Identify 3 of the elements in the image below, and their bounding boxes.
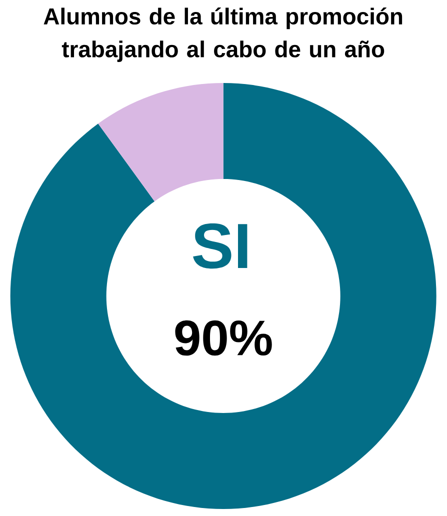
data-label: 90%	[175, 320, 272, 356]
slice-label: SI	[192, 223, 248, 269]
chart-title: Alumnos de la última promoción trabajando al cabo de un año	[44, 8, 402, 62]
